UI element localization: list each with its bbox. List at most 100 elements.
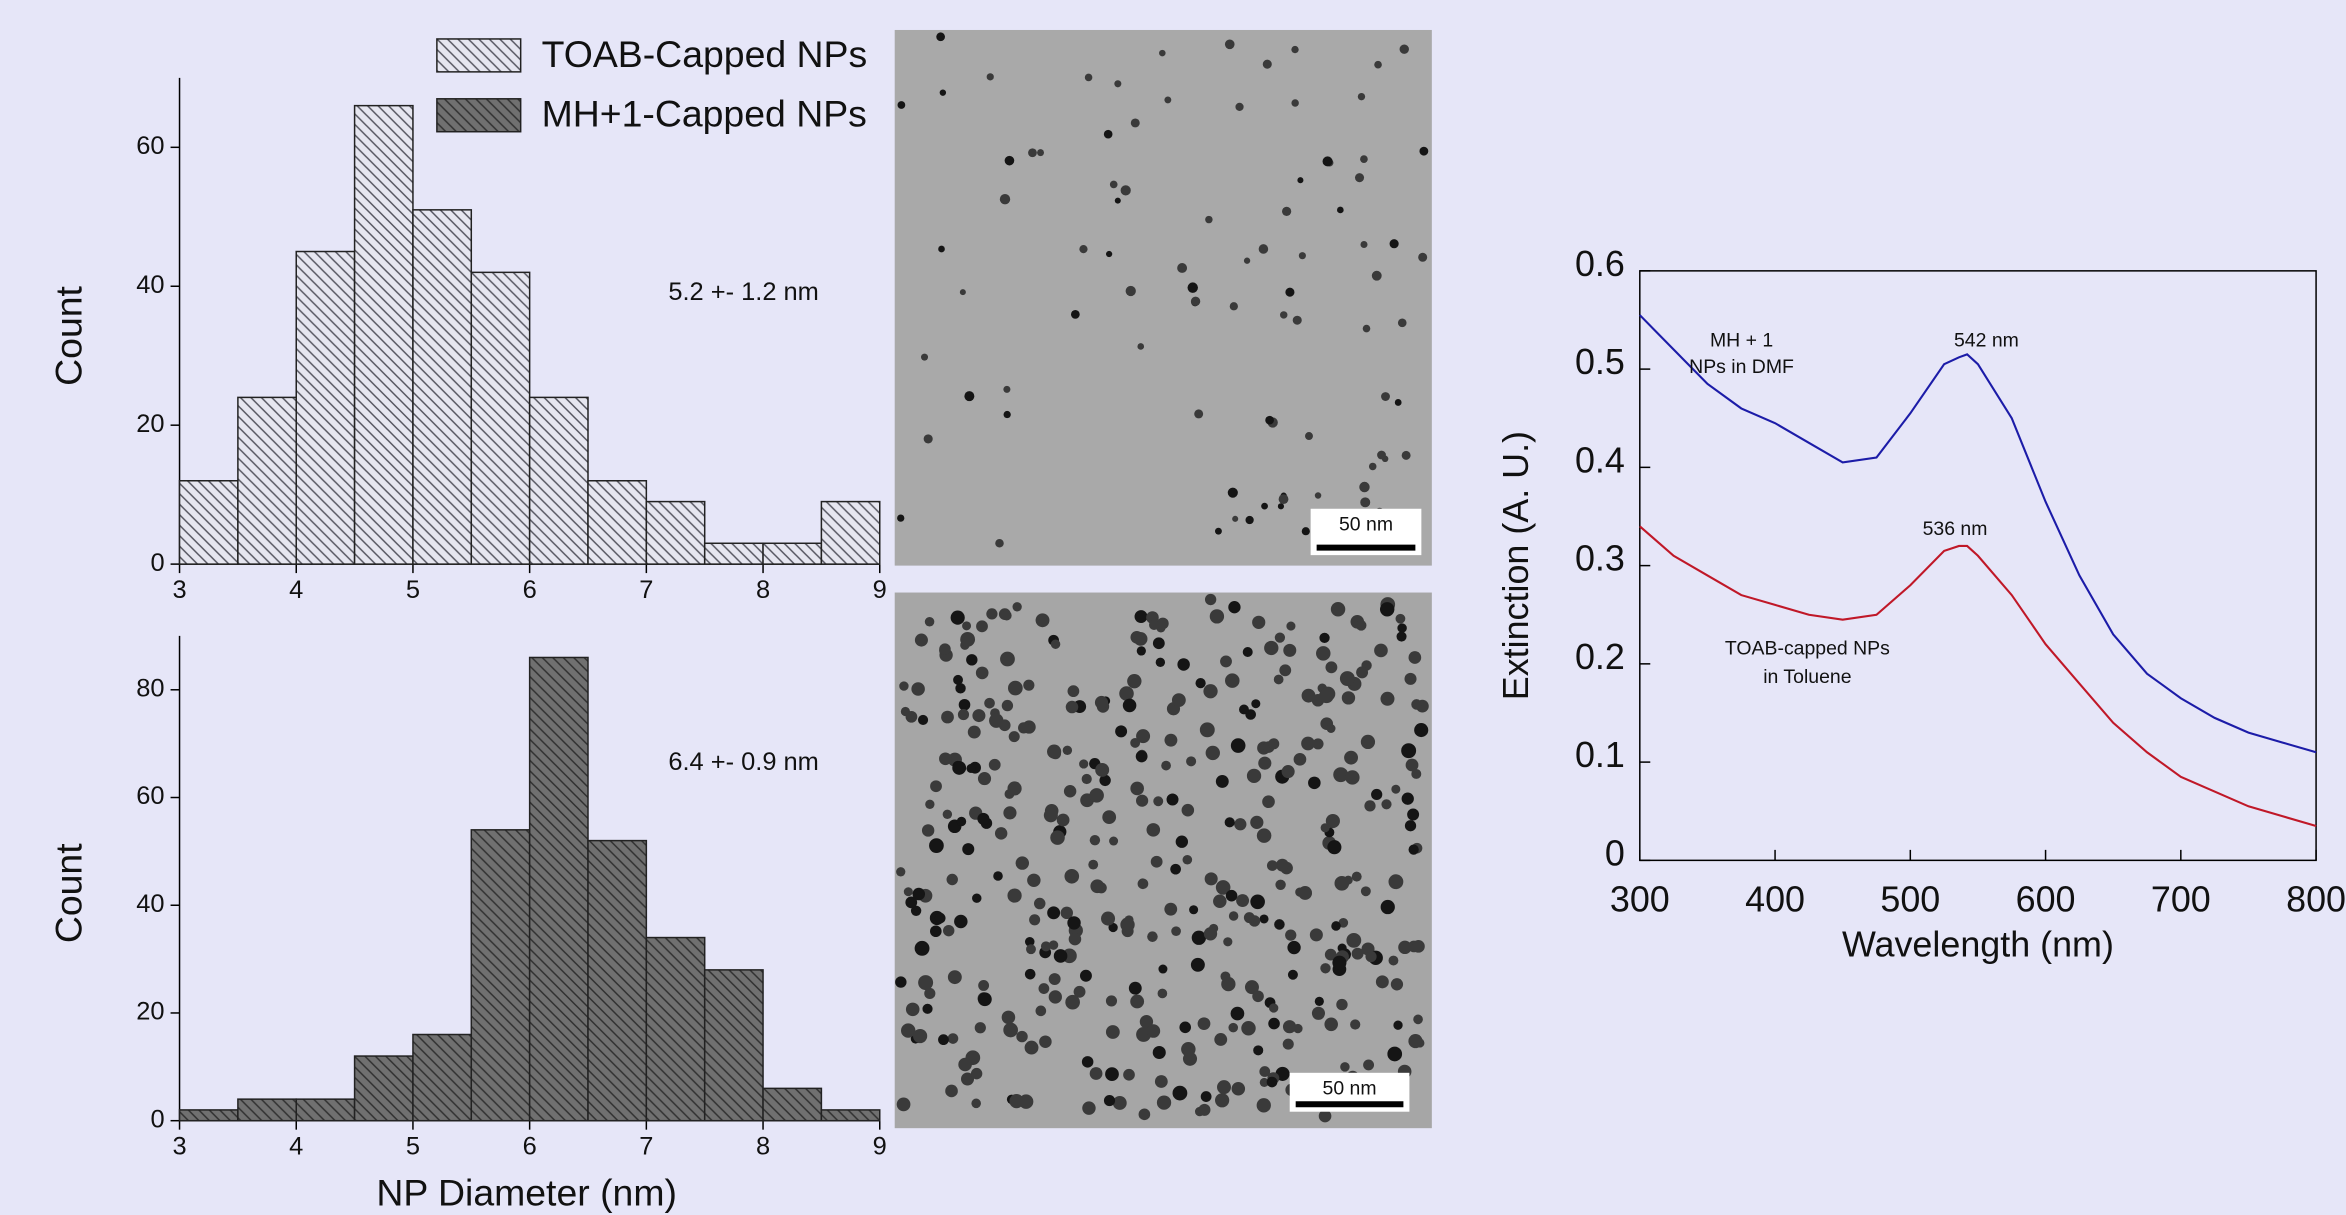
bar [178, 1109, 239, 1122]
particle [962, 621, 972, 631]
particle [1197, 1017, 1211, 1031]
particle [1081, 1056, 1094, 1068]
particle [1089, 788, 1104, 803]
particle [956, 816, 967, 827]
particle [1397, 318, 1407, 328]
particle [1236, 894, 1250, 907]
particle [1234, 818, 1247, 831]
particle [1170, 863, 1181, 875]
particle [1152, 637, 1165, 650]
particle [1199, 722, 1215, 738]
x-tick-label: 300 [1610, 880, 1670, 920]
particle [1242, 646, 1253, 657]
particle [921, 353, 929, 361]
particle [1171, 926, 1181, 937]
particle [984, 697, 995, 709]
particle [1250, 815, 1264, 829]
particle [1359, 481, 1370, 493]
particle [1089, 834, 1101, 846]
particle [1033, 897, 1046, 910]
particle [1112, 1096, 1127, 1110]
particle [1048, 940, 1059, 950]
particle [1215, 880, 1231, 895]
particle [911, 682, 925, 696]
particle [1114, 80, 1122, 88]
particle [1067, 916, 1081, 930]
particle [938, 245, 945, 253]
particle [934, 912, 946, 924]
particle [1381, 799, 1392, 810]
particle [1404, 672, 1417, 685]
x-tick-label: 3 [172, 1132, 186, 1160]
bar [762, 542, 823, 565]
bar [820, 500, 881, 565]
scale-bar-label: 50 nm [1323, 1077, 1377, 1099]
particle [1137, 343, 1145, 350]
particle [1256, 828, 1272, 843]
particle [1390, 978, 1404, 991]
particle [1205, 215, 1213, 224]
annotation: 542 nm [1954, 329, 2019, 351]
particle [1190, 957, 1205, 972]
particle [1273, 674, 1284, 685]
particle [1413, 1014, 1423, 1025]
y-tick-label: 60 [136, 132, 164, 160]
particle [1388, 955, 1399, 966]
particle [1048, 973, 1061, 986]
particle [1040, 941, 1052, 952]
particle [1105, 1025, 1120, 1039]
particle [1159, 49, 1166, 57]
particle [1298, 252, 1306, 260]
particle [1215, 1093, 1230, 1108]
particle [1125, 285, 1136, 297]
particle [995, 538, 1004, 548]
legend-swatch [436, 38, 522, 73]
particle [1250, 894, 1265, 910]
annotation: NPs in DMF [1689, 356, 1794, 378]
x-tick-label: 7 [639, 1132, 653, 1160]
bar [645, 500, 706, 565]
particle [962, 843, 975, 856]
particle [1362, 324, 1371, 333]
particle [943, 924, 955, 937]
particle [1309, 928, 1323, 942]
particle [1338, 917, 1349, 928]
particle [938, 1034, 949, 1046]
particle [1269, 1003, 1279, 1013]
particle [1099, 774, 1111, 787]
particle [1209, 609, 1225, 624]
particle [1287, 969, 1298, 980]
y-axis-label: Count [48, 285, 90, 385]
particle [1324, 948, 1337, 961]
particle [1232, 515, 1239, 522]
particle [976, 620, 988, 633]
particle [974, 1022, 986, 1034]
particle [1007, 888, 1022, 903]
particle [1350, 1019, 1361, 1030]
particle [1360, 734, 1376, 750]
tem-image [894, 29, 1432, 566]
particle [1215, 774, 1229, 788]
y-tick-label: 40 [136, 271, 164, 299]
particle [1224, 39, 1235, 50]
particle [1243, 257, 1251, 264]
particle [1136, 729, 1151, 744]
particle [1101, 911, 1116, 926]
particle [1293, 752, 1307, 766]
particle [1418, 252, 1428, 262]
particle [1015, 856, 1030, 870]
particle [1344, 750, 1358, 765]
particle [1281, 765, 1295, 779]
particle [1258, 244, 1269, 254]
particle [1068, 932, 1082, 946]
particle [1320, 823, 1330, 833]
x-tick-label: 9 [873, 576, 887, 604]
particle [1194, 409, 1204, 419]
particle [1079, 969, 1092, 982]
particle [1253, 1045, 1264, 1056]
particle [1003, 410, 1011, 419]
particle [1079, 244, 1088, 254]
particle [1067, 685, 1080, 698]
particle [1333, 767, 1349, 783]
particle [905, 896, 918, 909]
